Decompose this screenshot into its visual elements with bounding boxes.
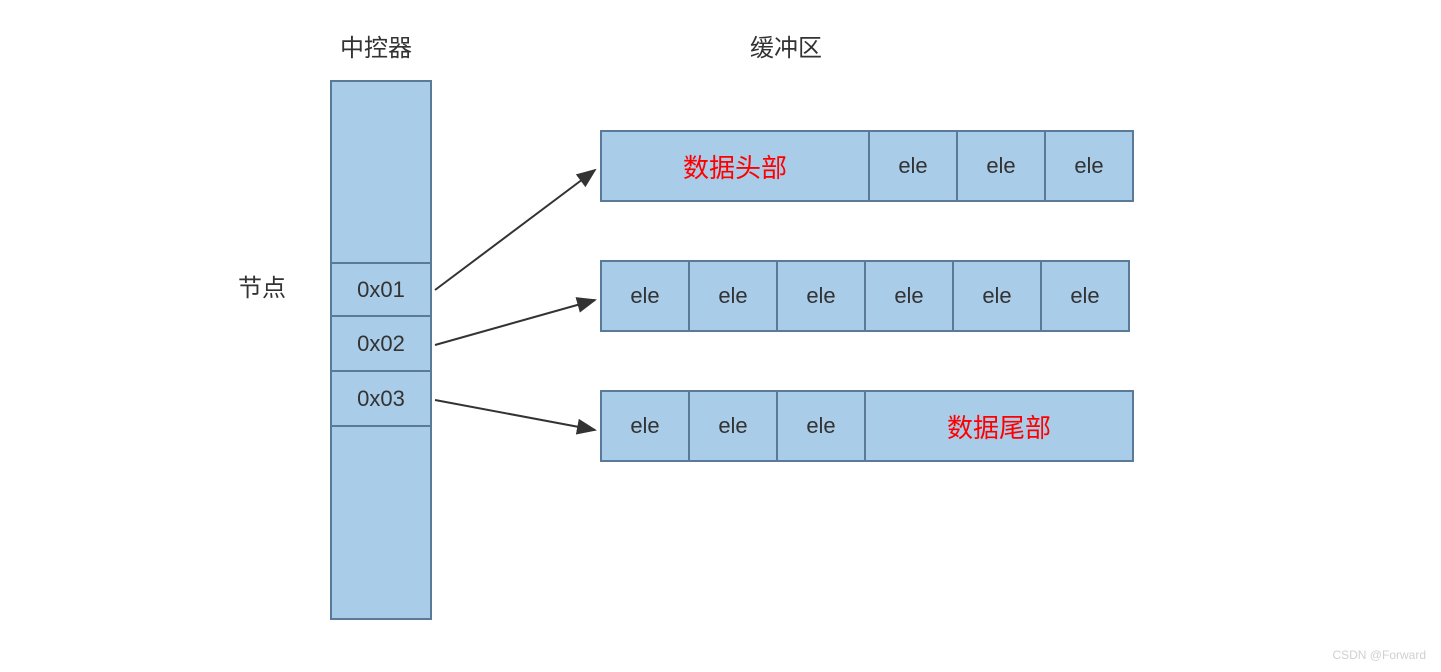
buffer-cell: ele — [1040, 260, 1130, 332]
buffer-cell: ele — [688, 390, 778, 462]
buffer-cell: ele — [688, 260, 778, 332]
buffer-cell: ele — [776, 390, 866, 462]
diagram-container: 中控器 缓冲区 节点 0x01 0x02 0x03 数据头部 ele ele e… — [0, 0, 1441, 672]
data-head-label: 数据头部 — [600, 130, 870, 202]
controller-empty-top — [332, 82, 430, 262]
data-tail-label: 数据尾部 — [864, 390, 1134, 462]
controller-node-2: 0x02 — [332, 317, 430, 372]
arrows-svg — [430, 150, 610, 470]
buffer-row-1: 数据头部 ele ele ele — [600, 130, 1134, 202]
title-controller: 中控器 — [340, 28, 412, 63]
buffer-cell: ele — [864, 260, 954, 332]
buffer-area: 数据头部 ele ele ele ele ele ele ele ele ele… — [600, 130, 1134, 520]
buffer-cell: ele — [956, 130, 1046, 202]
label-node: 节点 — [238, 268, 286, 303]
controller-node-1: 0x01 — [332, 262, 430, 317]
buffer-cell: ele — [1044, 130, 1134, 202]
controller-empty-bottom — [332, 427, 430, 618]
buffer-cell: ele — [952, 260, 1042, 332]
buffer-cell: ele — [600, 390, 690, 462]
title-buffer: 缓冲区 — [750, 28, 822, 63]
arrow-1 — [435, 170, 595, 290]
arrow-3 — [435, 400, 595, 430]
buffer-row-2: ele ele ele ele ele ele — [600, 260, 1134, 332]
buffer-cell: ele — [600, 260, 690, 332]
controller-node-3: 0x03 — [332, 372, 430, 427]
buffer-cell: ele — [776, 260, 866, 332]
buffer-cell: ele — [868, 130, 958, 202]
controller-column: 0x01 0x02 0x03 — [330, 80, 432, 620]
arrow-2 — [435, 300, 595, 345]
watermark: CSDN @Forward — [1332, 648, 1426, 662]
buffer-row-3: ele ele ele 数据尾部 — [600, 390, 1134, 462]
